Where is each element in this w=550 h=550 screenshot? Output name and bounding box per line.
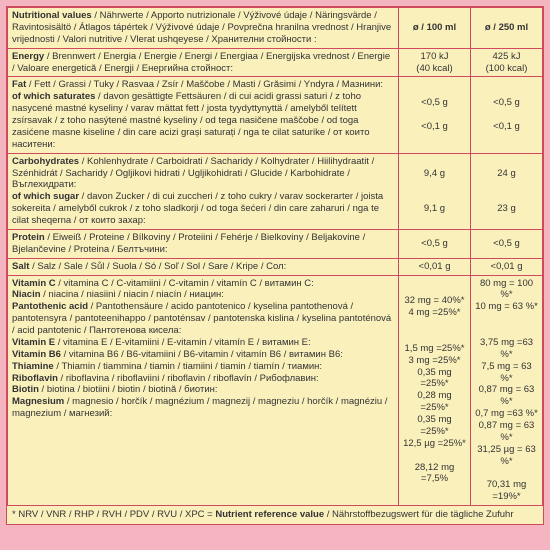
header-col1: ø / 100 ml: [399, 8, 471, 49]
header-label: Nutritional values / Nährwerte / Apporto…: [8, 8, 399, 49]
row-val-100ml: 170 kJ(40 kcal): [399, 48, 471, 77]
header-col2: ø / 250 ml: [471, 8, 543, 49]
table-row: Salt / Salz / Sale / Sůl / Suola / Só / …: [8, 258, 543, 275]
row-val-100ml: <0,01 g: [399, 258, 471, 275]
row-val-100ml: 32 mg = 40%*4 mg =25%*1,5 mg =25%*3 mg =…: [399, 275, 471, 506]
row-val-100ml: <0,5 g: [399, 229, 471, 258]
row-val-250ml: 24 g23 g: [471, 153, 543, 229]
row-label: Energy / Brennwert / Energia / Energie /…: [8, 48, 399, 77]
row-val-100ml: <0,5 g<0,1 g: [399, 77, 471, 153]
row-val-250ml: <0,5 g: [471, 229, 543, 258]
row-label: Vitamin C / vitamina C / C-vitamiini / C…: [8, 275, 399, 506]
row-label: Fat / Fett / Grassi / Tuky / Rasvaa / Zs…: [8, 77, 399, 153]
table-row: Vitamin C / vitamina C / C-vitamiini / C…: [8, 275, 543, 506]
table-row: Carbohydrates / Kohlenhydrate / Carboidr…: [8, 153, 543, 229]
row-val-250ml: 80 mg = 100 %*10 mg = 63 %*3,75 mg =63 %…: [471, 275, 543, 506]
row-label: Salt / Salz / Sale / Sůl / Suola / Só / …: [8, 258, 399, 275]
table-row: Fat / Fett / Grassi / Tuky / Rasvaa / Zs…: [8, 77, 543, 153]
header-row: Nutritional values / Nährwerte / Apporto…: [8, 8, 543, 49]
nutrition-table-wrap: Nutritional values / Nährwerte / Apporto…: [6, 6, 544, 525]
row-val-250ml: <0,01 g: [471, 258, 543, 275]
row-label: Protein / Eiweiß / Proteine / Bílkoviny …: [8, 229, 399, 258]
row-label: Carbohydrates / Kohlenhydrate / Carboidr…: [8, 153, 399, 229]
nutrition-table: Nutritional values / Nährwerte / Apporto…: [7, 7, 543, 506]
row-val-250ml: <0,5 g<0,1 g: [471, 77, 543, 153]
row-val-100ml: 9,4 g9,1 g: [399, 153, 471, 229]
footnote: * NRV / VNR / RHP / RVH / PDV / RVU / XP…: [7, 506, 543, 524]
table-row: Energy / Brennwert / Energia / Energie /…: [8, 48, 543, 77]
row-val-250ml: 425 kJ(100 kcal): [471, 48, 543, 77]
table-row: Protein / Eiweiß / Proteine / Bílkoviny …: [8, 229, 543, 258]
